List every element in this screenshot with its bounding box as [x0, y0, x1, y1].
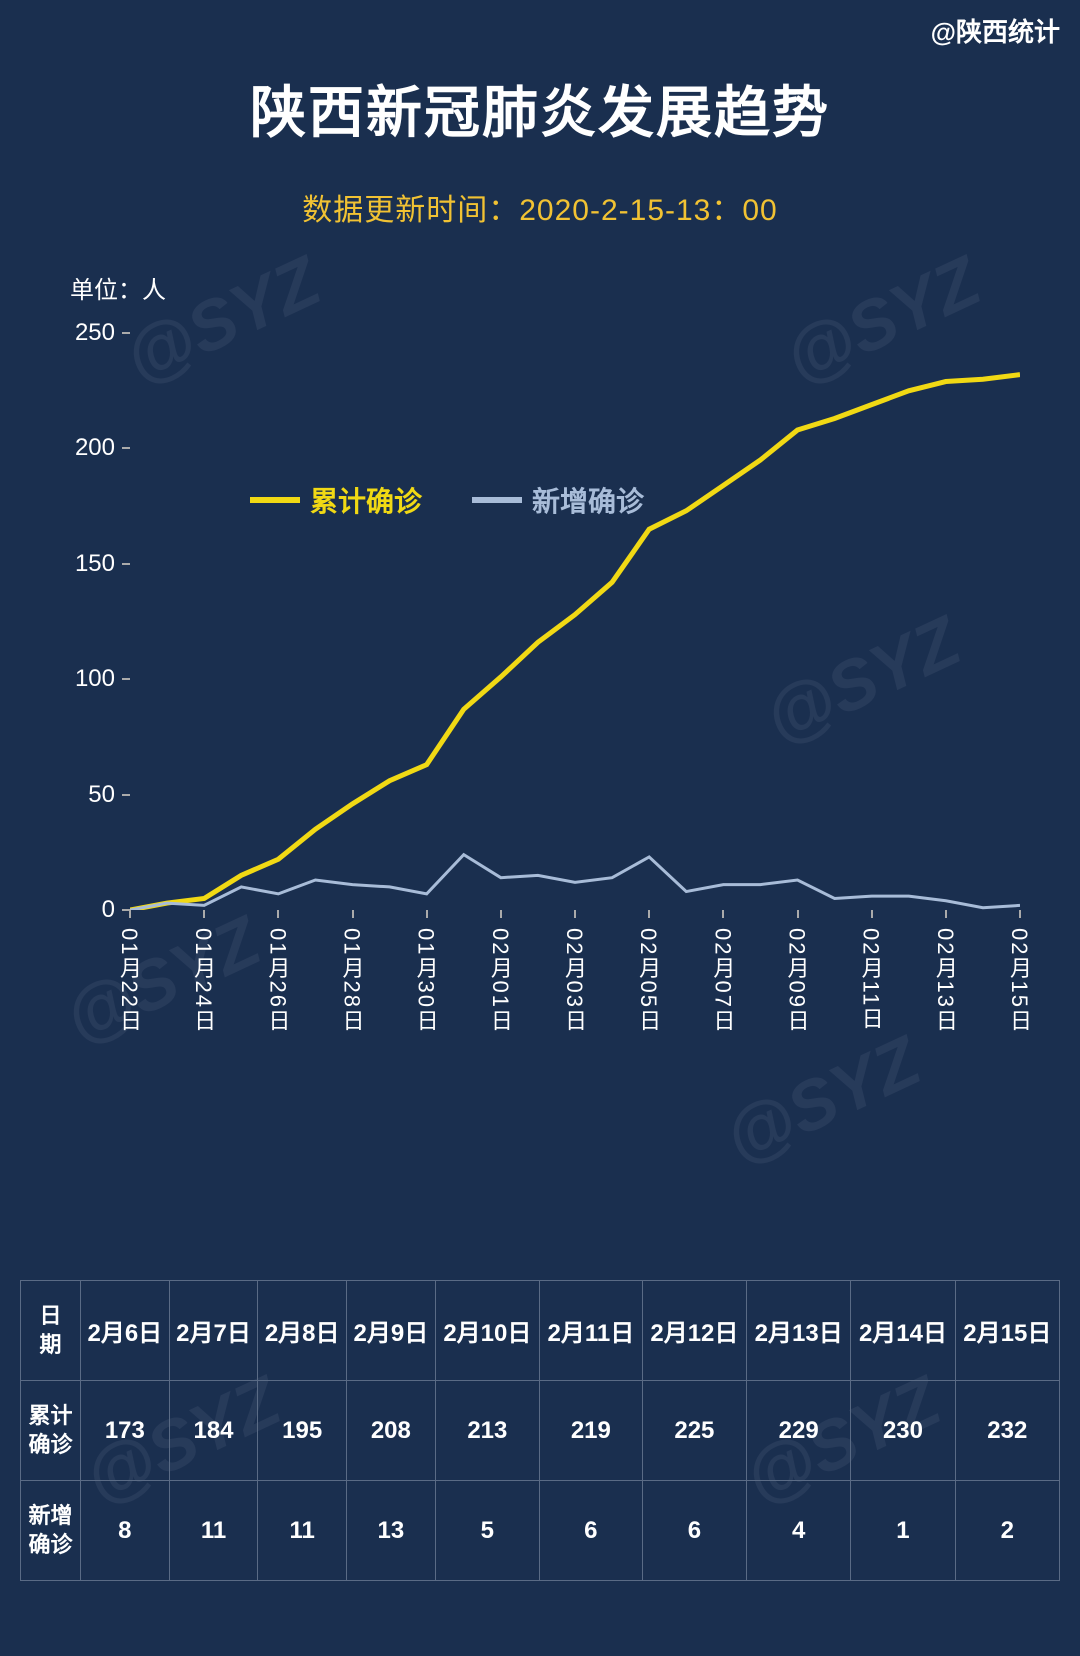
- x-tick-mark: [277, 910, 279, 918]
- table-row-header: 累计确诊: [21, 1381, 81, 1481]
- chart-svg: [130, 310, 1020, 910]
- table-row-header: 新增确诊: [21, 1481, 81, 1581]
- y-tick-mark: [122, 332, 130, 334]
- x-tick-label: 01月28日: [338, 928, 368, 1040]
- x-tick-label: 02月01日: [486, 928, 516, 1040]
- table-data-cell: 229: [747, 1381, 851, 1481]
- table-date-cell: 2月11日: [539, 1281, 642, 1381]
- data-table: 日期2月6日2月7日2月8日2月9日2月10日2月11日2月12日2月13日2月…: [20, 1280, 1060, 1581]
- table-data-cell: 11: [258, 1481, 347, 1581]
- y-tick-mark: [122, 678, 130, 680]
- table-data-cell: 230: [851, 1381, 955, 1481]
- x-tick-mark: [426, 910, 428, 918]
- x-tick-mark: [500, 910, 502, 918]
- cumulative-line: [130, 375, 1020, 910]
- update-time: 数据更新时间：2020-2-15-13：00: [0, 185, 1080, 229]
- x-tick-label: 02月09日: [783, 928, 813, 1040]
- table-data-cell: 1: [851, 1481, 955, 1581]
- y-tick-label: 0: [60, 896, 115, 924]
- y-tick-mark: [122, 563, 130, 565]
- x-tick-mark: [797, 910, 799, 918]
- new-cases-line: [130, 855, 1020, 910]
- attribution-text: @陕西统计: [931, 12, 1060, 49]
- table-date-cell: 2月7日: [169, 1281, 258, 1381]
- table-data-cell: 11: [169, 1481, 258, 1581]
- y-tick-mark: [122, 447, 130, 449]
- table-date-cell: 2月12日: [642, 1281, 746, 1381]
- x-tick-mark: [574, 910, 576, 918]
- table-data-cell: 6: [642, 1481, 746, 1581]
- x-tick-label: 01月26日: [263, 928, 293, 1040]
- table-data-cell: 173: [81, 1381, 170, 1481]
- table-data-cell: 8: [81, 1481, 170, 1581]
- x-tick-label: 02月11日: [857, 928, 887, 1040]
- y-tick-label: 250: [60, 319, 115, 347]
- table-date-cell: 2月6日: [81, 1281, 170, 1381]
- table-data-cell: 195: [258, 1381, 347, 1481]
- table-data-cell: 208: [347, 1381, 436, 1481]
- x-tick-mark: [203, 910, 205, 918]
- y-tick-label: 50: [60, 781, 115, 809]
- table-data-cell: 184: [169, 1381, 258, 1481]
- x-tick-label: 02月13日: [931, 928, 961, 1040]
- x-tick-label: 01月30日: [412, 928, 442, 1040]
- y-tick-label: 100: [60, 665, 115, 693]
- table-date-cell: 2月15日: [955, 1281, 1059, 1381]
- y-tick-label: 200: [60, 434, 115, 462]
- x-tick-mark: [648, 910, 650, 918]
- table-data-cell: 225: [642, 1381, 746, 1481]
- y-tick-label: 150: [60, 550, 115, 578]
- table-data-cell: 232: [955, 1381, 1059, 1481]
- table-date-cell: 2月8日: [258, 1281, 347, 1381]
- table-data-cell: 213: [435, 1381, 539, 1481]
- unit-label: 单位：人: [70, 270, 166, 305]
- table-date-cell: 2月14日: [851, 1281, 955, 1381]
- table-data-cell: 2: [955, 1481, 1059, 1581]
- x-tick-mark: [871, 910, 873, 918]
- table-row-header-date: 日期: [21, 1281, 81, 1381]
- table-data-cell: 4: [747, 1481, 851, 1581]
- x-tick-label: 02月07日: [708, 928, 738, 1040]
- table-data-cell: 219: [539, 1381, 642, 1481]
- x-tick-label: 01月22日: [115, 928, 145, 1040]
- table-date-cell: 2月9日: [347, 1281, 436, 1381]
- y-tick-mark: [122, 794, 130, 796]
- table-date-cell: 2月13日: [747, 1281, 851, 1381]
- page-title: 陕西新冠肺炎发展趋势: [0, 0, 1080, 149]
- x-tick-label: 02月15日: [1005, 928, 1035, 1040]
- table-data-cell: 13: [347, 1481, 436, 1581]
- watermark: @SYZ: [713, 1021, 932, 1180]
- line-chart: 050100150200250 01月22日01月24日01月26日01月28日…: [60, 310, 1020, 1030]
- x-tick-mark: [352, 910, 354, 918]
- x-tick-label: 01月24日: [189, 928, 219, 1040]
- table-date-cell: 2月10日: [435, 1281, 539, 1381]
- table-data-cell: 5: [435, 1481, 539, 1581]
- table-data-cell: 6: [539, 1481, 642, 1581]
- x-tick-label: 02月03日: [560, 928, 590, 1040]
- x-tick-mark: [722, 910, 724, 918]
- x-tick-mark: [1019, 910, 1021, 918]
- x-tick-label: 02月05日: [634, 928, 664, 1040]
- x-tick-mark: [129, 910, 131, 918]
- x-tick-mark: [945, 910, 947, 918]
